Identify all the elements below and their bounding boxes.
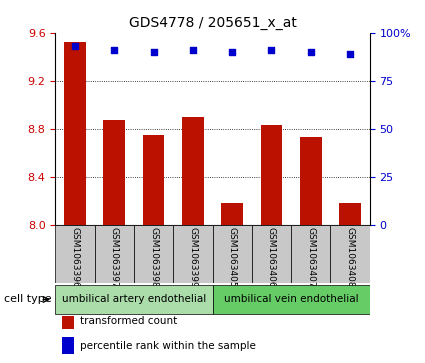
- Point: [190, 47, 196, 53]
- Point: [111, 47, 118, 53]
- Text: GSM1063399: GSM1063399: [188, 227, 197, 287]
- Text: GSM1063407: GSM1063407: [306, 227, 315, 287]
- Text: GSM1063405: GSM1063405: [228, 227, 237, 287]
- Bar: [331, 225, 370, 283]
- Bar: [173, 225, 212, 283]
- Bar: [134, 225, 173, 283]
- Bar: [252, 225, 291, 283]
- Point: [71, 43, 78, 49]
- Bar: [291, 225, 331, 283]
- Text: umbilical artery endothelial: umbilical artery endothelial: [62, 294, 206, 305]
- Point: [347, 51, 354, 57]
- Bar: [212, 225, 252, 283]
- Bar: [212, 285, 370, 314]
- Bar: [221, 203, 243, 225]
- Text: GSM1063397: GSM1063397: [110, 227, 119, 287]
- Title: GDS4778 / 205651_x_at: GDS4778 / 205651_x_at: [128, 16, 296, 30]
- Point: [268, 47, 275, 53]
- Bar: [62, 313, 74, 329]
- Bar: [300, 137, 322, 225]
- Point: [229, 49, 235, 55]
- Bar: [55, 285, 212, 314]
- Bar: [103, 121, 125, 225]
- Bar: [64, 42, 86, 225]
- Bar: [55, 225, 94, 283]
- Bar: [339, 203, 361, 225]
- Bar: [182, 117, 204, 225]
- Point: [307, 49, 314, 55]
- Text: umbilical vein endothelial: umbilical vein endothelial: [224, 294, 358, 305]
- Bar: [261, 125, 282, 225]
- Text: GSM1063406: GSM1063406: [267, 227, 276, 287]
- Text: GSM1063398: GSM1063398: [149, 227, 158, 287]
- Text: transformed count: transformed count: [80, 316, 178, 326]
- Bar: [143, 135, 164, 225]
- Bar: [62, 337, 74, 354]
- Text: percentile rank within the sample: percentile rank within the sample: [80, 340, 256, 351]
- Bar: [94, 225, 134, 283]
- Point: [150, 49, 157, 55]
- Text: cell type: cell type: [4, 294, 52, 305]
- Text: GSM1063408: GSM1063408: [346, 227, 354, 287]
- Text: GSM1063396: GSM1063396: [71, 227, 79, 287]
